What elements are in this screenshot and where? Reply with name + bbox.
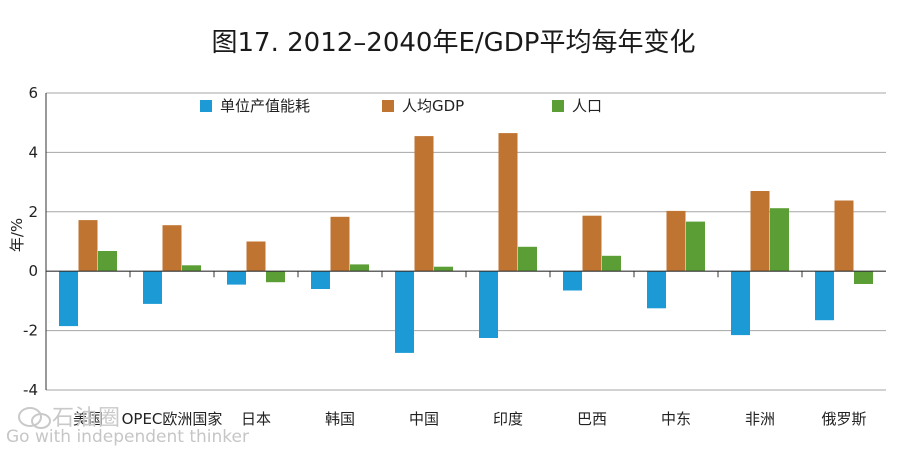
bar [395,271,414,353]
y-tick-label: 0 [28,262,38,280]
bar [311,271,330,289]
bar [834,200,854,272]
axes: -4 -2 0 2 4 6 美国 OPEC欧洲国家 日本 韩国 中国 印度 巴西 中东 非洲 俄罗斯 [23,84,886,428]
bar [750,191,770,272]
bar [582,215,602,272]
legend-swatch [382,100,394,112]
y-tick-label: -4 [23,381,38,399]
watermark-tagline: Go with independent thinker [6,427,249,447]
y-axis-label: 年/% [8,218,26,252]
legend-swatch [200,100,212,112]
bar [563,271,582,291]
legend-label: 人口 [572,97,602,115]
wechat-icon [18,407,51,429]
bar [498,133,518,272]
bar [666,210,686,272]
bar [227,271,246,285]
legend-label: 人均GDP [402,97,464,115]
x-tick-label: 日本 [241,410,271,428]
y-tick-label: 2 [28,203,38,221]
bar [518,246,537,272]
bar [731,271,750,336]
x-tick-label: 美国 [73,410,103,428]
gridlines [46,92,886,391]
bar [770,208,789,272]
y-tick-label: 6 [28,84,38,102]
bar [350,264,369,272]
x-tick-label: 中东 [661,410,691,428]
bar [182,265,201,272]
x-tick-label: 俄罗斯 [821,410,866,428]
x-tick-label: 中国 [409,410,439,428]
bar [78,220,98,272]
bar [414,136,434,272]
bar [330,216,350,272]
bar [246,241,266,272]
watermark: 石油圈 Go with independent thinker [6,400,256,454]
bar [143,271,162,304]
legend: 单位产值能耗 人均GDP 人口 [200,97,602,115]
bar [98,251,117,272]
bars [59,133,873,353]
bar [434,266,453,272]
legend-swatch [552,100,564,112]
bar [479,271,498,338]
bar [815,271,834,321]
y-tick-label: -2 [23,322,38,340]
bar [686,221,705,272]
chart-title: 图17. 2012–2040年E/GDP平均每年变化 [211,28,696,58]
bar [647,271,666,309]
bar [266,271,285,283]
legend-label: 单位产值能耗 [220,97,310,115]
x-tick-label: 韩国 [325,410,355,428]
x-tick-label: 非洲 [745,410,775,428]
watermark-logo-text: 石油圈 [52,406,122,431]
x-tick-label: OPEC欧洲国家 [122,410,223,428]
bar [162,225,182,272]
bar [854,271,873,284]
y-tick-label: 4 [28,143,38,161]
bar [59,271,78,327]
x-tick-label: 巴西 [577,410,607,428]
bar [602,255,621,272]
x-tick-label: 印度 [493,410,523,428]
